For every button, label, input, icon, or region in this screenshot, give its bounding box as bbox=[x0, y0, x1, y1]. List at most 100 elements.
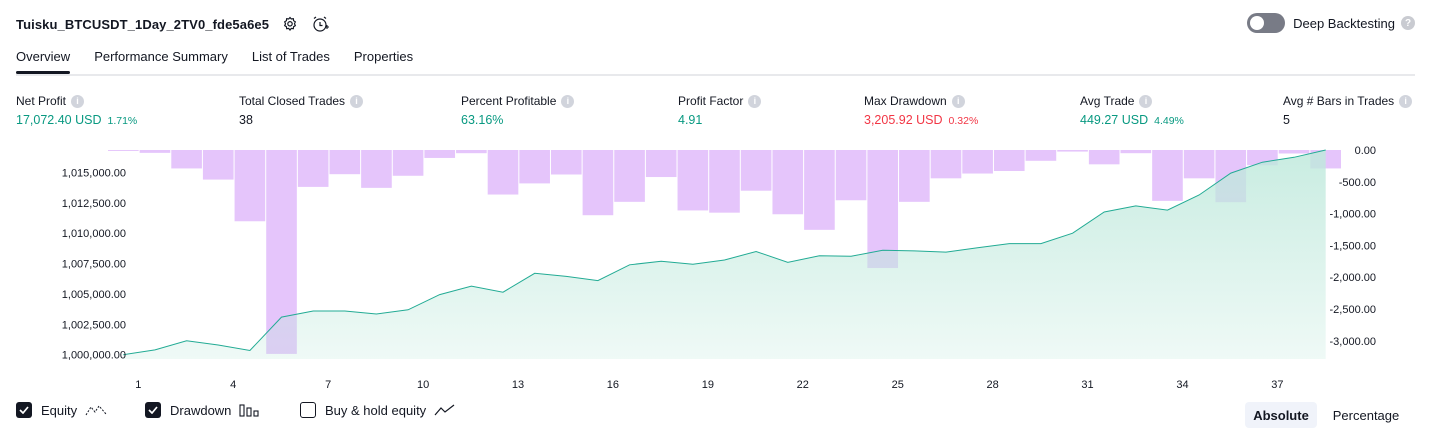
drawdown-bar bbox=[1025, 150, 1057, 161]
drawdown-bar bbox=[804, 150, 835, 230]
x-tick-label: 25 bbox=[892, 379, 904, 391]
drawdown-bar bbox=[1152, 150, 1183, 201]
drawdown-bar bbox=[677, 150, 709, 211]
info-icon[interactable]: i bbox=[951, 94, 965, 108]
y-right-tick-label: -500.00 bbox=[1339, 177, 1376, 189]
drawdown-bar bbox=[392, 150, 424, 176]
y-right-tick-label: -1,000.00 bbox=[1330, 209, 1376, 221]
x-tick-label: 34 bbox=[1176, 379, 1188, 391]
metric-total-closed-trades: Total Closed Trades i 38 bbox=[239, 94, 364, 127]
drawdown-bar bbox=[108, 150, 139, 151]
drawdown-bar bbox=[772, 150, 804, 215]
tab-properties[interactable]: Properties bbox=[353, 49, 414, 64]
tab-performance-summary[interactable]: Performance Summary bbox=[94, 49, 228, 64]
drawdown-bar bbox=[361, 150, 392, 188]
buy-hold-line-icon bbox=[434, 404, 455, 416]
settings-icon[interactable] bbox=[281, 15, 299, 33]
metric-max-drawdown: Max Drawdown i 3,205.92 USD 0.32% bbox=[864, 94, 978, 127]
y-right-tick-label: -1,500.00 bbox=[1330, 240, 1376, 252]
metric-label: Avg Trade bbox=[1080, 94, 1135, 108]
y-left-tick-label: 1,015,000.00 bbox=[62, 167, 126, 179]
y-right-tick-label: -3,000.00 bbox=[1330, 336, 1376, 348]
drawdown-bar bbox=[234, 150, 266, 222]
drawdown-bar bbox=[899, 150, 930, 202]
metric-value: 38 bbox=[239, 113, 253, 127]
tab-bar: Overview Performance Summary List of Tra… bbox=[16, 44, 1415, 76]
x-tick-label: 7 bbox=[325, 379, 331, 391]
y-right-tick-label: -2,500.00 bbox=[1330, 304, 1376, 316]
drawdown-bar bbox=[297, 150, 329, 187]
equity-drawdown-chart[interactable]: 1,000,000.00 1,002,500.00 1,005,000.00 1,00… bbox=[0, 140, 1431, 395]
x-tick-label: 4 bbox=[230, 379, 236, 391]
x-tick-label: 22 bbox=[797, 379, 809, 391]
legend-buy-hold[interactable]: Buy & hold equity bbox=[300, 402, 456, 418]
percentage-button[interactable]: Percentage bbox=[1332, 407, 1400, 423]
equity-line bbox=[123, 149, 1326, 356]
drawdown-bar bbox=[550, 150, 582, 175]
drawdown-bar bbox=[329, 150, 361, 175]
drawdown-bar bbox=[993, 150, 1025, 171]
buy-hold-checkbox[interactable] bbox=[300, 402, 316, 418]
x-tick-label: 37 bbox=[1271, 379, 1283, 391]
metric-percent: 1.71% bbox=[107, 115, 138, 127]
info-icon[interactable]: i bbox=[1139, 94, 1153, 108]
deep-backtesting-toggle[interactable] bbox=[1247, 13, 1286, 33]
legend-drawdown[interactable]: Drawdown bbox=[145, 402, 259, 418]
equity-label: Equity bbox=[41, 402, 78, 418]
x-tick-label: 1 bbox=[135, 379, 141, 391]
info-icon[interactable]: i bbox=[350, 94, 364, 108]
info-icon[interactable]: i bbox=[748, 94, 762, 108]
drawdown-bar bbox=[962, 150, 993, 174]
drawdown-bar bbox=[709, 150, 740, 213]
metric-percent: 0.32% bbox=[948, 115, 979, 127]
metric-value: 449.27 USD bbox=[1080, 113, 1149, 127]
metric-label: Avg # Bars in Trades bbox=[1283, 94, 1395, 108]
metric-percent: 4.49% bbox=[1154, 115, 1184, 127]
drawdown-bar bbox=[519, 150, 550, 184]
tab-list-of-trades[interactable]: List of Trades bbox=[251, 49, 330, 64]
absolute-button[interactable]: Absolute bbox=[1245, 402, 1317, 428]
drawdown-bar bbox=[582, 150, 614, 216]
x-tick-label: 28 bbox=[987, 379, 999, 391]
metric-percent-profitable: Percent Profitable i 63.16% bbox=[461, 94, 575, 127]
metric-label: Net Profit bbox=[16, 94, 67, 108]
x-tick-label: 19 bbox=[702, 379, 714, 391]
metric-value: 4.91 bbox=[678, 113, 703, 127]
tab-overview[interactable]: Overview bbox=[16, 44, 71, 74]
drawdown-checkbox[interactable] bbox=[145, 402, 161, 418]
y-left-tick-label: 1,012,500.00 bbox=[62, 198, 126, 210]
drawdown-bar bbox=[930, 150, 962, 179]
info-icon[interactable]: i bbox=[71, 94, 85, 108]
metric-value: 3,205.92 USD bbox=[864, 113, 943, 127]
metric-value: 63.16% bbox=[461, 113, 504, 127]
drawdown-bar bbox=[171, 150, 202, 169]
y-right-tick-label: 0.00 bbox=[1355, 145, 1376, 157]
metric-value: 17,072.40 USD bbox=[16, 113, 102, 127]
add-alert-icon[interactable] bbox=[311, 15, 330, 33]
metric-avg-trade: Avg Trade i 449.27 USD 4.49% bbox=[1080, 94, 1184, 127]
equity-checkbox[interactable] bbox=[16, 402, 32, 418]
x-tick-label: 31 bbox=[1081, 379, 1093, 391]
equity-area bbox=[123, 150, 1326, 359]
metric-label: Total Closed Trades bbox=[239, 94, 346, 108]
help-icon[interactable]: ? bbox=[1401, 16, 1415, 30]
metric-label: Profit Factor bbox=[678, 94, 744, 108]
legend-equity[interactable]: Equity bbox=[16, 402, 107, 418]
info-icon[interactable]: i bbox=[561, 94, 575, 108]
strategy-header: Tuisku_BTCUSDT_1Day_2TV0_fde5a6e5 bbox=[16, 12, 330, 36]
strategy-title: Tuisku_BTCUSDT_1Day_2TV0_fde5a6e5 bbox=[16, 16, 270, 32]
info-icon[interactable]: i bbox=[1399, 94, 1413, 108]
deep-backtesting: Deep Backtesting ? bbox=[1247, 13, 1415, 33]
metric-label: Max Drawdown bbox=[864, 94, 947, 108]
drawdown-bar bbox=[424, 150, 456, 158]
drawdown-bar bbox=[1183, 150, 1215, 179]
metric-value: 5 bbox=[1283, 113, 1290, 127]
drawdown-bar bbox=[1278, 150, 1310, 154]
drawdown-bar bbox=[139, 150, 171, 153]
drawdown-bar bbox=[867, 150, 899, 269]
buy-hold-label: Buy & hold equity bbox=[325, 402, 427, 418]
x-tick-label: 13 bbox=[512, 379, 524, 391]
deep-backtesting-label: Deep Backtesting bbox=[1293, 15, 1395, 31]
drawdown-bar bbox=[202, 150, 234, 180]
metric-net-profit: Net Profit i 17,072.40 USD 1.71% bbox=[16, 94, 137, 127]
